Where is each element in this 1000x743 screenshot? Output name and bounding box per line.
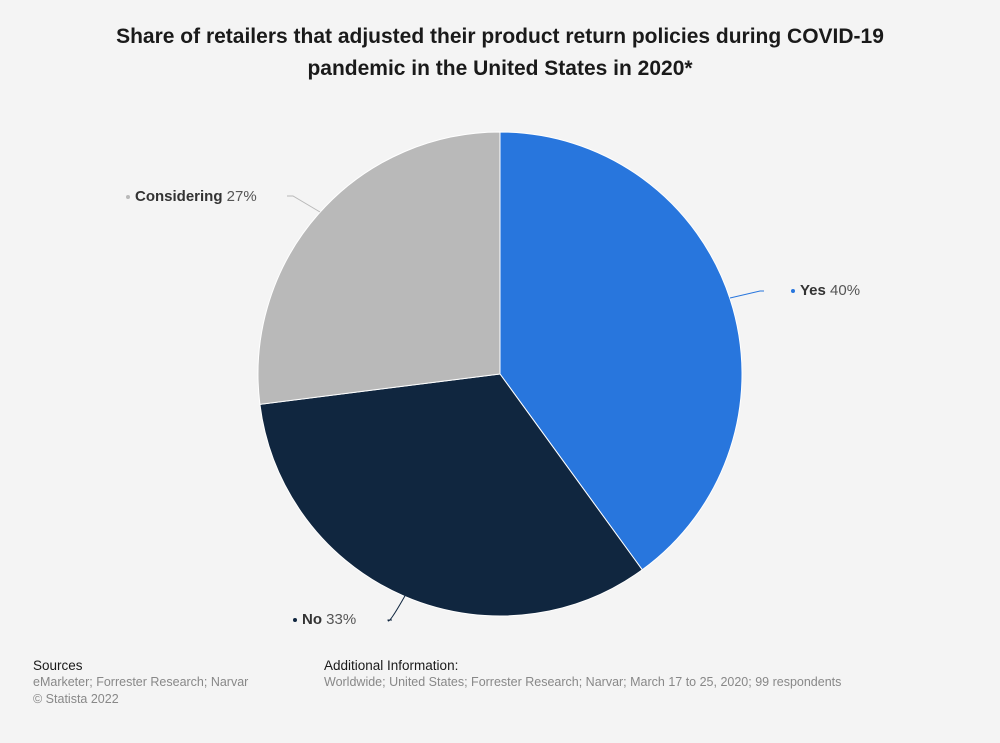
leader-line-no [387, 593, 407, 622]
pie-chart: Yes 40% No 33% Considering 27% [126, 131, 860, 628]
pie-label-no: No 33% [302, 611, 356, 628]
copyright-text: © Statista 2022 [33, 692, 119, 706]
pie-slice-considering[interactable] [257, 131, 501, 405]
sources-heading: Sources [33, 658, 83, 673]
sources-block: Sources eMarketer; Forrester Research; N… [33, 657, 248, 708]
additional-info-heading: Additional Information: [324, 658, 459, 673]
pie-label-yes: Yes 40% [800, 282, 860, 299]
leader-line-yes [729, 290, 764, 299]
leader-line-considering [287, 195, 321, 213]
label-bullet-considering [126, 195, 130, 199]
label-leader-lines [287, 195, 764, 622]
additional-info-block: Additional Information: Worldwide; Unite… [324, 657, 841, 691]
pie-slice-yes[interactable] [499, 131, 743, 571]
additional-info-text: Worldwide; United States; Forrester Rese… [324, 675, 842, 689]
chart-title: Share of retailers that adjusted their p… [116, 25, 884, 80]
sources-text: eMarketer; Forrester Research; Narvar [33, 675, 249, 689]
pie-slice-no[interactable] [259, 373, 643, 617]
pie-slices [257, 131, 743, 617]
pie-labels: Yes 40% No 33% Considering 27% [126, 188, 860, 628]
label-bullet-yes [791, 289, 795, 293]
label-bullet-no [293, 618, 297, 622]
pie-label-considering: Considering 27% [135, 188, 257, 205]
